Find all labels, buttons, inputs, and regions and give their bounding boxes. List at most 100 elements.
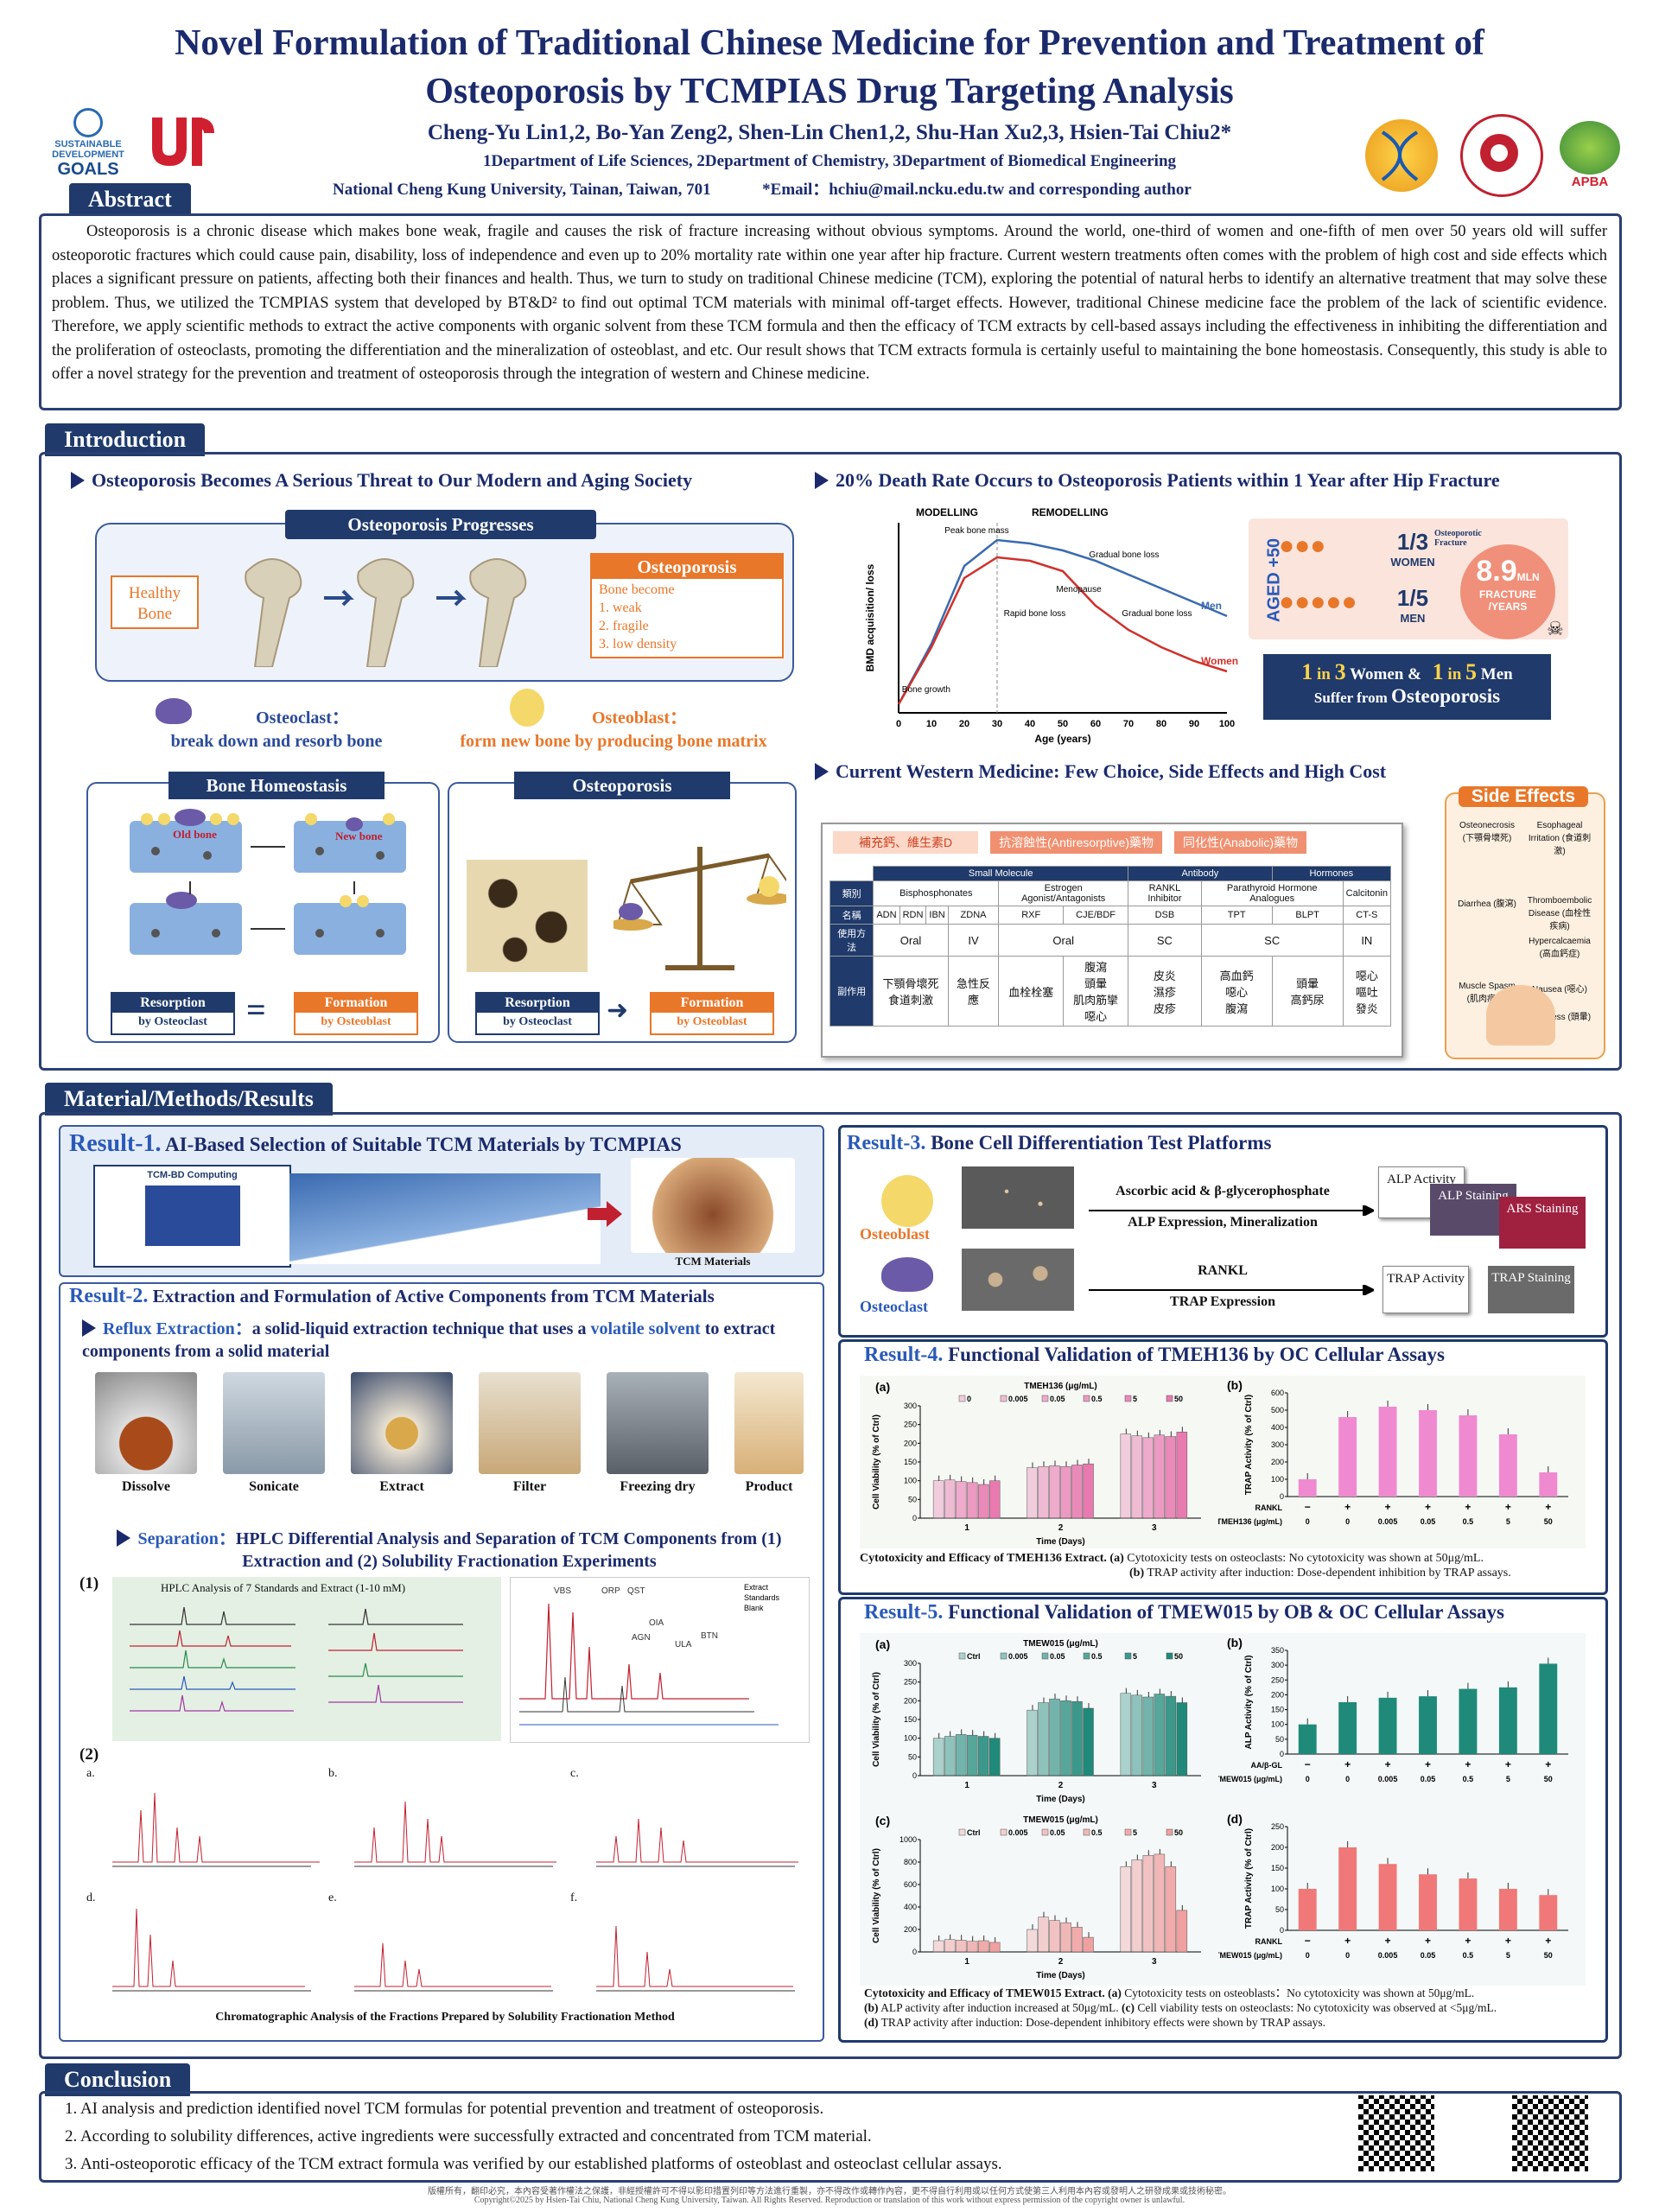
step-label: Dissolve — [122, 1479, 170, 1494]
legend-swatch — [958, 1395, 966, 1402]
drug-name: ADN — [873, 906, 900, 925]
x-tick-label: 30 — [992, 719, 1002, 729]
reflux-c: volatile solvent — [590, 1319, 701, 1338]
panel-label: (b) — [1227, 1378, 1243, 1392]
y-tick-label: 250 — [1271, 1675, 1284, 1684]
y-tick-label: 300 — [904, 1659, 917, 1668]
x-tick-label: 1 — [964, 1957, 969, 1967]
x-tick-label: 3 — [1152, 1781, 1157, 1790]
tcmbd-box: TCM-BD Computing — [93, 1165, 291, 1268]
r4-cap-b: TRAP activity after induction: Dose-depe… — [1147, 1567, 1511, 1580]
x-tick-label: 3 — [1152, 1957, 1157, 1967]
legend-entry: 0.05 — [1050, 1395, 1065, 1403]
r5-cap-bold: Cytotoxicity and Efficacy of TMEW015 Ext… — [864, 1986, 1122, 1999]
ob-assay-label: ALP Expression, Mineralization — [1128, 1215, 1318, 1230]
drug-name: DSB — [1128, 906, 1202, 925]
y-tick-label: 0 — [912, 1514, 917, 1522]
y-tick-label: 600 — [904, 1880, 917, 1889]
row1-value: + — [1385, 1501, 1391, 1513]
side-effects-title: Side Effects — [1459, 786, 1588, 807]
peak-label: VBS — [554, 1586, 571, 1596]
result-3-panel — [838, 1125, 1608, 1338]
bar — [1060, 1465, 1071, 1519]
bar — [966, 1482, 978, 1519]
row1-value: − — [1305, 1501, 1311, 1513]
qr-code-2[interactable] — [1512, 2095, 1588, 2171]
legend-swatch — [1041, 1828, 1049, 1836]
drug-name: BLPT — [1271, 906, 1344, 925]
x-tick-label: 0.5 — [1463, 1951, 1474, 1960]
x-tick-label: 0.005 — [1378, 1775, 1398, 1783]
x-tick-label: 0 — [1306, 1951, 1310, 1960]
porous-bone-image — [467, 860, 588, 972]
ob-arrow — [1089, 1204, 1376, 1217]
trap-staining-text: TRAP Staining — [1491, 1271, 1571, 1285]
extraction-steps: Dissolve Sonicate Extract Filter Freezin… — [95, 1372, 804, 1502]
by-osteoclast-label: by Osteoclast — [138, 1015, 207, 1028]
y-tick-label: 150 — [1271, 1864, 1284, 1872]
x-tick-label: 2 — [1058, 1523, 1064, 1533]
x-tick-label: 0.05 — [1421, 1775, 1436, 1783]
qr-code-1[interactable] — [1358, 2095, 1434, 2171]
step-sonicate: Sonicate — [223, 1372, 325, 1502]
healthy-bone-label: Healthy Bone — [128, 584, 181, 623]
bar — [1038, 1702, 1049, 1777]
hplc-label-2: (2) — [79, 1745, 99, 1764]
legend-entry: 0.5 — [1091, 1395, 1103, 1403]
x-tick-label: 1 — [964, 1781, 969, 1790]
hplc-extract-panel: VBS ORP QST OIA AGN ULA BTN Extract Standards B… — [510, 1577, 810, 1743]
y-tick-label: 500 — [1271, 1406, 1284, 1414]
fraction-letter: d. — [86, 1891, 96, 1904]
ncku-seal-icon — [1460, 114, 1543, 197]
drug-effect: 腹瀉 頭暈 肌肉筋攣 噁心 — [1063, 956, 1129, 1027]
result-5-title: Result-5. Functional Validation of TMEW0… — [864, 1601, 1504, 1624]
tcmpias-bar-chart-image — [289, 1173, 601, 1264]
alp-activity-text: ALP Activity — [1387, 1173, 1456, 1186]
row1-value: + — [1545, 1501, 1551, 1513]
fracture-num: 8.9 — [1476, 555, 1517, 588]
osteoblast-description: Osteoblast： form new bone by producing b… — [432, 707, 795, 753]
x-tick-label: 0.05 — [1421, 1951, 1436, 1960]
new-bone-label: New bone — [335, 830, 383, 842]
row1-value: + — [1465, 1935, 1471, 1947]
osteoporosis-box-title: Osteoporosis — [592, 555, 782, 579]
bar — [1165, 1695, 1177, 1777]
footer-copyright-zh: 版權所有，翻印必究，本內容受著作權法之保護，非經授權許可不得以影印措置列印等方法… — [428, 2187, 1231, 2196]
x-tick-label: 20 — [959, 719, 969, 729]
legend-title: TMEW015 (μg/mL) — [1023, 1639, 1098, 1649]
x-tick-label: 2 — [1058, 1781, 1064, 1790]
drug-table-panel: 補充鈣、維生素D 抗溶蝕性(Antiresorptive)藥物 同化性(Anab… — [821, 823, 1403, 1058]
legend-swatch — [958, 1828, 966, 1836]
bar — [1459, 1878, 1478, 1930]
bar — [955, 1734, 967, 1777]
legend-entry: 5 — [1133, 1652, 1137, 1661]
trap-staining-card: TRAP Staining — [1488, 1266, 1574, 1313]
bar — [944, 1939, 956, 1953]
balance-scale-icon — [608, 830, 801, 985]
y-axis-label: Cell Viability (% of Ctrl) — [872, 1414, 881, 1510]
by-osteoblast-label: by Osteoblast — [677, 1015, 747, 1028]
phase-label: MODELLING — [916, 506, 978, 518]
row1-value: + — [1425, 1501, 1431, 1513]
bmd-chart-svg: MODELLING REMODELLING 0 10 20 30 40 50 60 70 80 90 1… — [864, 506, 1238, 745]
side-effect-item: Diarrhea (腹瀉) — [1458, 899, 1516, 909]
osteoclast-label: Osteoclast — [860, 1298, 928, 1315]
legend-extract: Extract — [744, 1583, 769, 1592]
x-tick-label: 0 — [1306, 1775, 1310, 1783]
fraction-letter: a. — [86, 1767, 95, 1780]
arrow-red-icon — [588, 1201, 622, 1227]
bar — [1176, 1910, 1188, 1953]
women-fraction: 1/3 WOMEN — [1382, 529, 1443, 569]
drug-name: IBN — [925, 906, 949, 925]
legend-swatch — [1166, 1395, 1173, 1402]
drug-effect: 噁心 嘔吐 發炎 — [1342, 956, 1392, 1027]
legend-swatch — [1083, 1652, 1090, 1660]
drug-table: Small Molecule Antibody Hormones 類別 Bisphos… — [829, 866, 1392, 1027]
drug-name: CT-S — [1342, 906, 1392, 925]
row1-value: + — [1344, 1935, 1351, 1947]
annotation: Peak bone mass — [944, 526, 1009, 536]
legend-entry: 50 — [1174, 1652, 1183, 1661]
y-tick-label: 400 — [1271, 1423, 1284, 1432]
